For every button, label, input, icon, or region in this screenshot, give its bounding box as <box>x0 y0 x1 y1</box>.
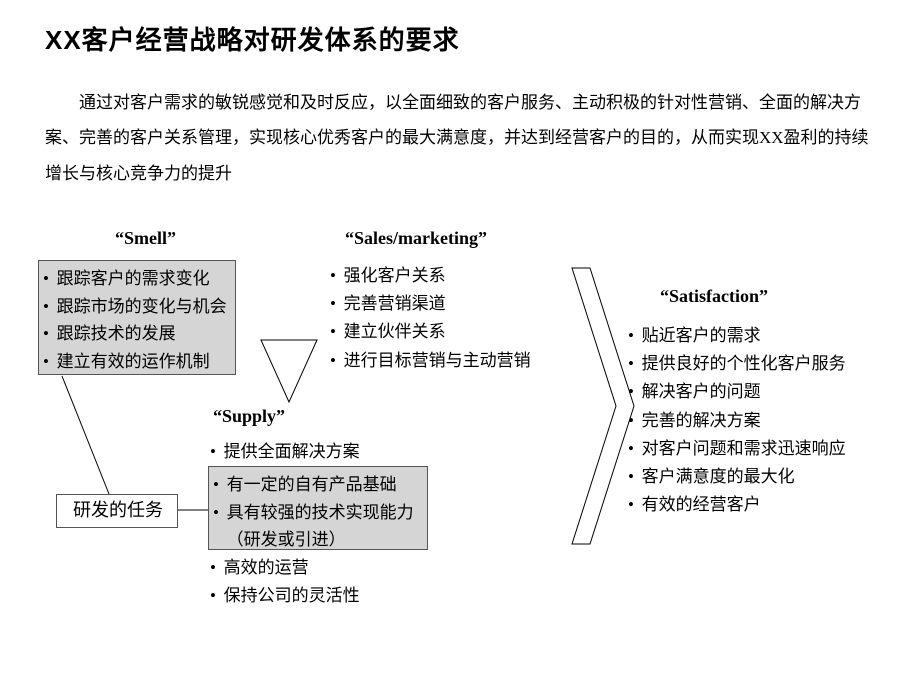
sales-item-3: 进行目标营销与主动营销 <box>344 351 531 370</box>
list-item: •高效的运营 <box>210 554 360 582</box>
rd-task-label: 研发的任务 <box>73 496 163 525</box>
list-item: （研发或引进） <box>213 526 425 554</box>
list-item: •跟踪市场的变化与机会 <box>43 293 233 321</box>
list-item: •跟踪客户的需求变化 <box>43 265 233 293</box>
list-item: •建立有效的运作机制 <box>43 348 233 376</box>
satisfaction-heading: “Satisfaction” <box>660 286 768 307</box>
sat-item-6: 有效的经营客户 <box>642 495 761 514</box>
sales-item-0: 强化客户关系 <box>344 266 446 285</box>
sat-item-4: 对客户问题和需求迅速响应 <box>642 439 846 458</box>
smell-item-3: 建立有效的运作机制 <box>57 352 210 371</box>
page-title: XX客户经营战略对研发体系的要求 <box>45 20 460 57</box>
sat-item-3: 完善的解决方案 <box>642 411 761 430</box>
smell-item-0: 跟踪客户的需求变化 <box>57 269 210 288</box>
connector-line <box>62 376 109 494</box>
supply-post: •高效的运营 •保持公司的灵活性 <box>210 554 360 610</box>
intro-paragraph: 通过对客户需求的敏锐感觉和及时反应，以全面细致的客户服务、主动积极的针对性营销、… <box>45 85 875 191</box>
list-item: •建立伙伴关系 <box>330 318 531 346</box>
sales-item-2: 建立伙伴关系 <box>344 322 446 341</box>
list-item: •完善营销渠道 <box>330 290 531 318</box>
sat-item-2: 解决客户的问题 <box>642 382 761 401</box>
list-item: •有效的经营客户 <box>628 491 846 519</box>
list-item: •具有较强的技术实现能力 <box>213 499 425 527</box>
satisfaction-list: •贴近客户的需求 •提供良好的个性化客户服务 •解决客户的问题 •完善的解决方案… <box>628 322 846 520</box>
smell-heading: “Smell” <box>115 228 176 249</box>
list-item: •完善的解决方案 <box>628 407 846 435</box>
sat-item-1: 提供良好的个性化客户服务 <box>642 354 846 373</box>
list-item: •跟踪技术的发展 <box>43 320 233 348</box>
list-item: •保持公司的灵活性 <box>210 582 360 610</box>
smell-item-1: 跟踪市场的变化与机会 <box>57 297 227 316</box>
list-item: •提供良好的个性化客户服务 <box>628 350 846 378</box>
sat-item-0: 贴近客户的需求 <box>642 326 761 345</box>
list-item: •进行目标营销与主动营销 <box>330 347 531 375</box>
supply-pre: •提供全面解决方案 <box>210 438 360 466</box>
chevron-right-icon <box>572 268 634 544</box>
rd-task-box: 研发的任务 <box>56 494 178 528</box>
sales-item-1: 完善营销渠道 <box>344 294 446 313</box>
smell-box: •跟踪客户的需求变化 •跟踪市场的变化与机会 •跟踪技术的发展 •建立有效的运作… <box>38 260 236 375</box>
sat-item-5: 客户满意度的最大化 <box>642 467 795 486</box>
list-item: •有一定的自有产品基础 <box>213 471 425 499</box>
smell-item-2: 跟踪技术的发展 <box>57 324 176 343</box>
supply-pre-0: 提供全面解决方案 <box>224 442 360 461</box>
supply-box: •有一定的自有产品基础 •具有较强的技术实现能力 （研发或引进） <box>208 466 428 550</box>
slide: XX客户经营战略对研发体系的要求 通过对客户需求的敏锐感觉和及时反应，以全面细致… <box>0 0 920 691</box>
list-item: •强化客户关系 <box>330 262 531 290</box>
list-item: •对客户问题和需求迅速响应 <box>628 435 846 463</box>
supply-box-2: （研发或引进） <box>227 530 346 549</box>
supply-heading: “Supply” <box>213 406 285 427</box>
supply-post-0: 高效的运营 <box>224 558 309 577</box>
supply-post-1: 保持公司的灵活性 <box>224 586 360 605</box>
supply-box-1: 具有较强的技术实现能力 <box>227 503 414 522</box>
sales-list: •强化客户关系 •完善营销渠道 •建立伙伴关系 •进行目标营销与主动营销 <box>330 262 531 375</box>
triangle-icon <box>261 340 317 402</box>
sales-heading: “Sales/marketing” <box>345 228 487 249</box>
list-item: •贴近客户的需求 <box>628 322 846 350</box>
list-item: •解决客户的问题 <box>628 378 846 406</box>
list-item: •提供全面解决方案 <box>210 438 360 466</box>
list-item: •客户满意度的最大化 <box>628 463 846 491</box>
supply-box-0: 有一定的自有产品基础 <box>227 475 397 494</box>
